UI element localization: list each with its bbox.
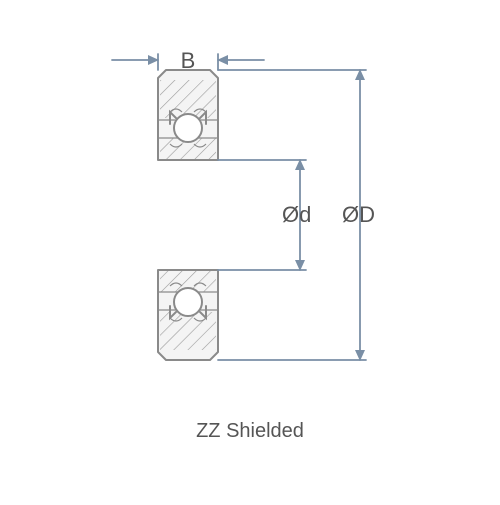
figure-caption: ZZ Shielded	[0, 420, 500, 443]
outer-diameter-label: ØD	[342, 202, 375, 227]
inner-diameter-label: Ød	[282, 202, 311, 227]
width-label: B	[181, 48, 196, 73]
figure-container: B Ød ØD ZZ Shielded	[0, 0, 500, 500]
